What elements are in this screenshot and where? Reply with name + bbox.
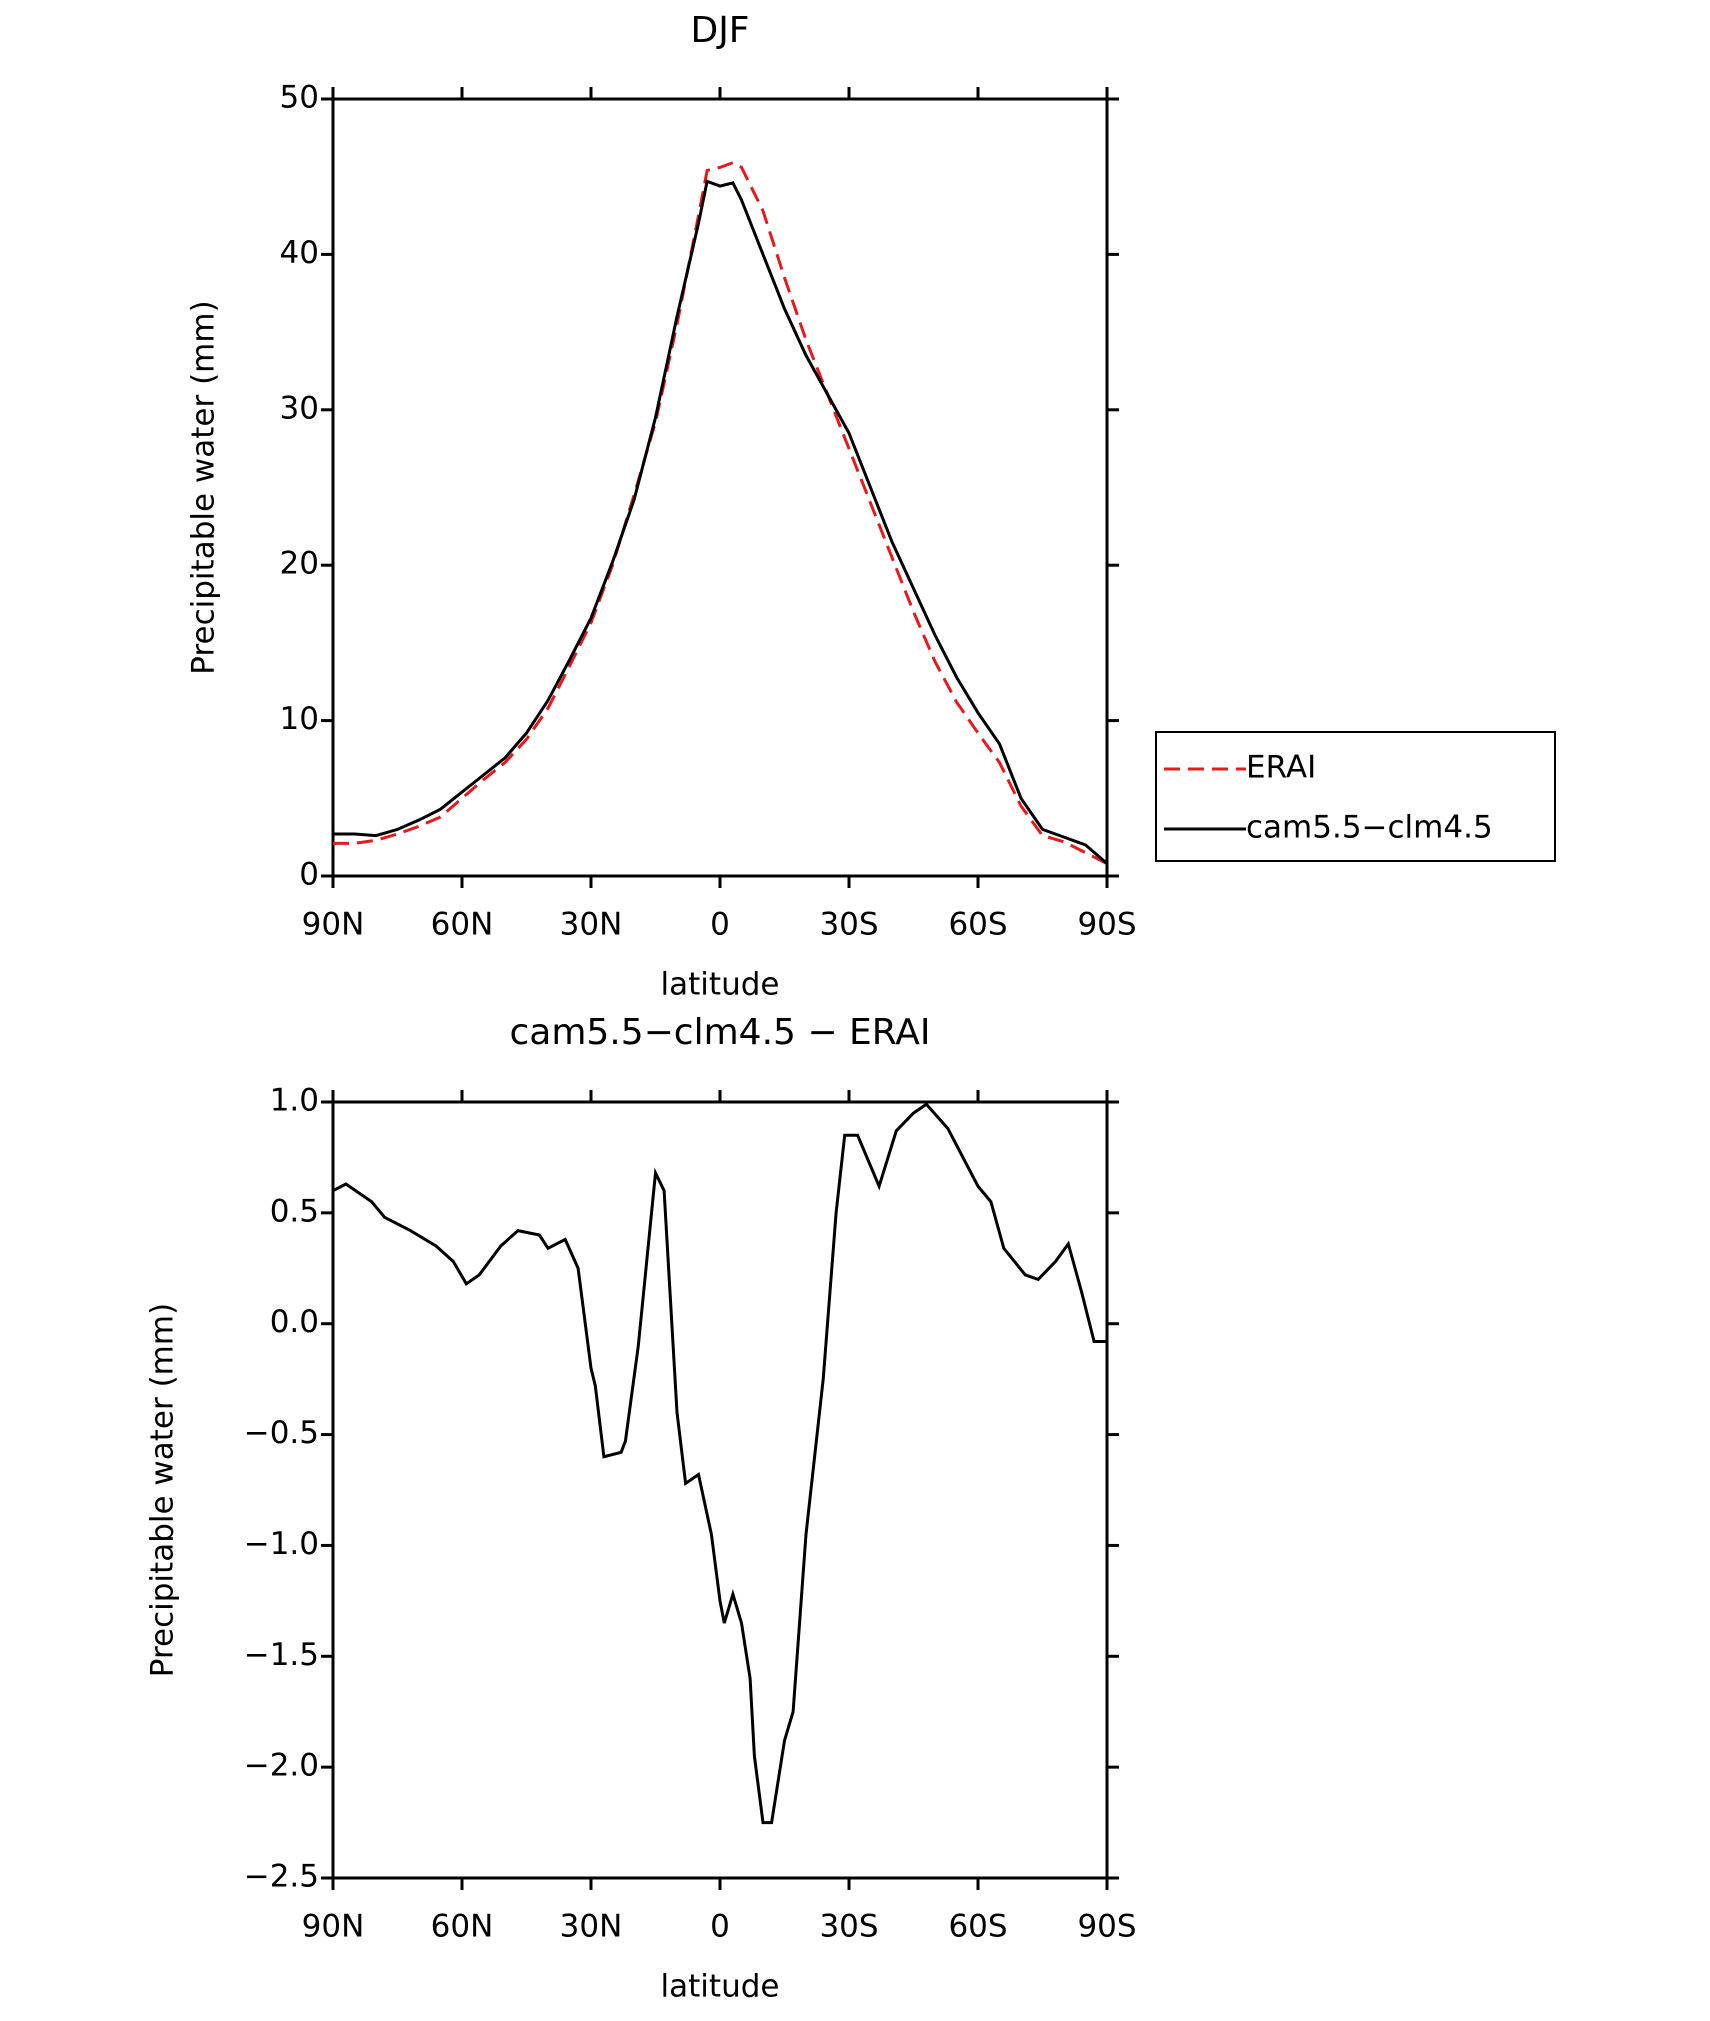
x-tick-label: 60N bbox=[431, 1909, 494, 1945]
legend-label: ERAI bbox=[1246, 750, 1316, 786]
y-axis-label: Precipitable water (mm) bbox=[186, 300, 222, 674]
x-tick-label: 60N bbox=[431, 907, 494, 943]
x-tick-label: 0 bbox=[710, 907, 730, 943]
x-tick-label: 90S bbox=[1077, 907, 1136, 943]
chart-title: cam5.5−clm4.5 − ERAI bbox=[509, 1012, 930, 1053]
plot-frame bbox=[331, 97, 1109, 878]
x-tick-label: 60S bbox=[948, 907, 1007, 943]
x-tick-label: 30S bbox=[819, 907, 878, 943]
chart-title: DJF bbox=[690, 10, 749, 51]
x-tick-label: 0 bbox=[710, 1909, 730, 1945]
x-tick-label: 90N bbox=[302, 907, 365, 943]
y-tick-label: 0.5 bbox=[270, 1193, 319, 1229]
x-tick-label: 30N bbox=[560, 1909, 623, 1945]
y-axis-label: Precipitable water (mm) bbox=[145, 1303, 181, 1677]
y-tick-label: 0 bbox=[299, 857, 319, 893]
legend-label: cam5.5−clm4.5 bbox=[1246, 810, 1493, 846]
data-line bbox=[333, 179, 1108, 865]
x-tick-label: 60S bbox=[948, 1909, 1007, 1945]
data-line bbox=[333, 161, 1108, 865]
x-tick-label: 30N bbox=[560, 907, 623, 943]
y-tick-label: 40 bbox=[280, 235, 319, 271]
y-tick-label: 0.0 bbox=[270, 1304, 319, 1340]
y-tick-label: −0.5 bbox=[244, 1415, 319, 1451]
y-tick-label: −1.5 bbox=[244, 1637, 319, 1673]
data-line bbox=[332, 1102, 1107, 1825]
y-tick-label: 20 bbox=[280, 546, 319, 582]
y-tick-label: 50 bbox=[280, 80, 319, 116]
y-tick-label: 1.0 bbox=[270, 1083, 319, 1119]
x-tick-label: 90S bbox=[1077, 1909, 1136, 1945]
legend-box bbox=[1155, 731, 1556, 862]
y-tick-label: −2.0 bbox=[244, 1748, 319, 1784]
y-tick-label: 10 bbox=[280, 701, 319, 737]
x-tick-label: 90N bbox=[302, 1909, 365, 1945]
y-tick-label: −1.0 bbox=[244, 1526, 319, 1562]
x-axis-label: latitude bbox=[661, 1969, 780, 2005]
y-tick-label: 30 bbox=[280, 390, 319, 426]
x-axis-label: latitude bbox=[661, 967, 780, 1003]
y-tick-label: −2.5 bbox=[244, 1859, 319, 1895]
x-tick-label: 30S bbox=[819, 1909, 878, 1945]
plot-frame bbox=[331, 1100, 1109, 1880]
